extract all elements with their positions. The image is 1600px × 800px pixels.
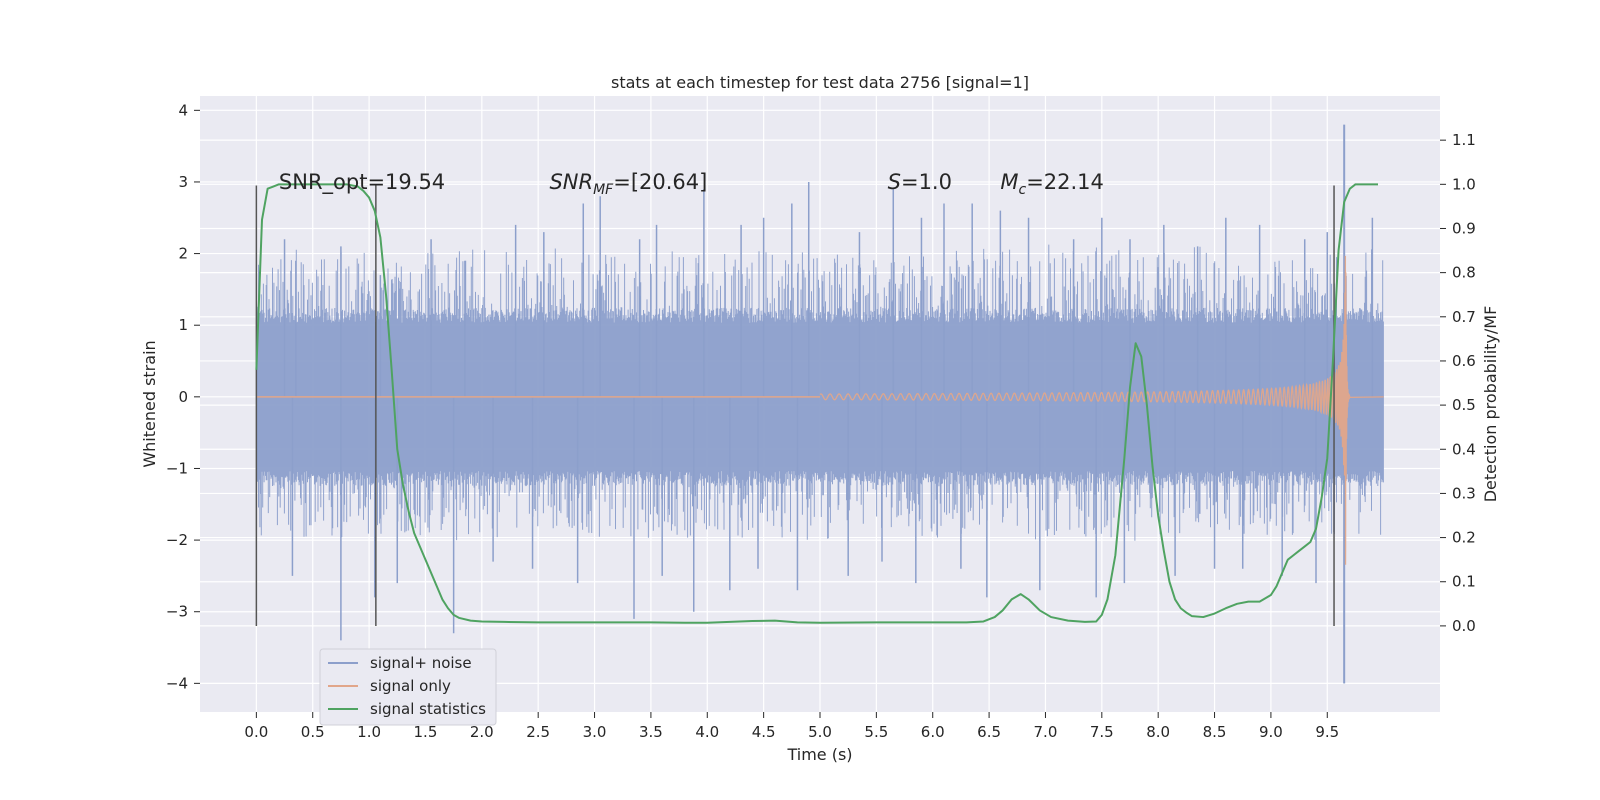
signal-statistics-series bbox=[255, 183, 1378, 624]
legend: signal+ noise signal only signal statist… bbox=[319, 648, 497, 726]
y-tick-label: 1 bbox=[178, 316, 188, 334]
y2-tick-label: 0.8 bbox=[1452, 264, 1476, 282]
y2-tick-label: 1.1 bbox=[1452, 131, 1476, 149]
y2-tick-label: 0.7 bbox=[1452, 308, 1476, 326]
x-tick-label: 8.0 bbox=[1146, 723, 1170, 741]
x-tick-label: 3.5 bbox=[639, 723, 663, 741]
y-tick-label: 2 bbox=[178, 245, 188, 263]
y2-tick-label: 1.0 bbox=[1452, 175, 1476, 193]
x-tick-label: 1.5 bbox=[414, 723, 438, 741]
x-tick-label: 4.5 bbox=[752, 723, 776, 741]
y-tick-label: 0 bbox=[178, 388, 188, 406]
y2-tick-label: 0.9 bbox=[1452, 219, 1476, 237]
x-tick-label: 2.5 bbox=[526, 723, 550, 741]
annotation-text: SNRMF=[20.64] bbox=[549, 170, 707, 198]
x-tick-label: 6.5 bbox=[977, 723, 1001, 741]
legend-label-signal-only: signal only bbox=[370, 677, 451, 695]
y-tick-label: −3 bbox=[166, 603, 188, 621]
x-tick-label: 8.5 bbox=[1203, 723, 1227, 741]
x-tick-label: 7.5 bbox=[1090, 723, 1114, 741]
legend-label-signal-noise: signal+ noise bbox=[370, 654, 472, 672]
y-axis-ticks: −4 −3 −2 −1 0 1 2 3 4 bbox=[166, 101, 200, 692]
statistics-line bbox=[255, 183, 1378, 624]
x-tick-label: 7.0 bbox=[1034, 723, 1058, 741]
y2-tick-label: 0.5 bbox=[1452, 396, 1476, 414]
y-axis-label: Whitened strain bbox=[140, 340, 159, 467]
x-tick-label: 9.0 bbox=[1259, 723, 1283, 741]
y-tick-label: −4 bbox=[166, 674, 188, 692]
x-tick-label: 9.5 bbox=[1315, 723, 1339, 741]
signal-chirp bbox=[819, 255, 1384, 565]
annotation-text: SNR_opt=19.54 bbox=[279, 170, 445, 195]
signal-only-series bbox=[256, 255, 1384, 565]
x-tick-label: 6.0 bbox=[921, 723, 945, 741]
x-tick-label: 4.0 bbox=[695, 723, 719, 741]
y2-axis-label: Detection probability/MF bbox=[1481, 306, 1500, 503]
y2-tick-label: 0.1 bbox=[1452, 573, 1476, 591]
x-axis-label: Time (s) bbox=[786, 745, 852, 764]
chart-title: stats at each timestep for test data 275… bbox=[611, 73, 1029, 92]
y2-tick-label: 0.6 bbox=[1452, 352, 1476, 370]
x-tick-label: 0.0 bbox=[244, 723, 268, 741]
y2-axis-ticks: 0.0 0.1 0.2 0.3 0.4 0.5 0.6 0.7 0.8 0.9 1.0 1.1 bbox=[1440, 131, 1476, 635]
signal-plus-noise-series bbox=[255, 124, 1384, 684]
x-axis-ticks: 0.0 0.5 1.0 1.5 2.0 2.5 3.0 3.5 4.0 4.5 5.0 5.5 6.0 6… bbox=[244, 712, 1339, 741]
y-tick-label: −2 bbox=[166, 531, 188, 549]
x-tick-label: 2.0 bbox=[470, 723, 494, 741]
annotation-text: Mc=22.14 bbox=[1000, 170, 1104, 198]
y2-tick-label: 0.4 bbox=[1452, 440, 1476, 458]
x-tick-label: 3.0 bbox=[583, 723, 607, 741]
x-tick-label: 0.5 bbox=[301, 723, 325, 741]
y-tick-label: 3 bbox=[178, 173, 188, 191]
x-tick-label: 5.5 bbox=[864, 723, 888, 741]
y2-tick-label: 0.2 bbox=[1452, 529, 1476, 547]
legend-label-signal-statistics: signal statistics bbox=[370, 700, 486, 718]
legend-box bbox=[319, 648, 497, 726]
y-tick-label: 4 bbox=[178, 101, 188, 119]
vertical-markers bbox=[255, 185, 1335, 627]
y2-tick-label: 0.0 bbox=[1452, 617, 1476, 635]
annotation-text: S=1.0 bbox=[888, 170, 952, 194]
x-tick-label: 5.0 bbox=[808, 723, 832, 741]
x-tick-label: 1.0 bbox=[357, 723, 381, 741]
y2-tick-label: 0.3 bbox=[1452, 484, 1476, 502]
annotations: SNR_opt=19.54 SNRMF=[20.64] S=1.0 Mc=22.14 bbox=[279, 170, 1104, 198]
y-tick-label: −1 bbox=[166, 459, 188, 477]
